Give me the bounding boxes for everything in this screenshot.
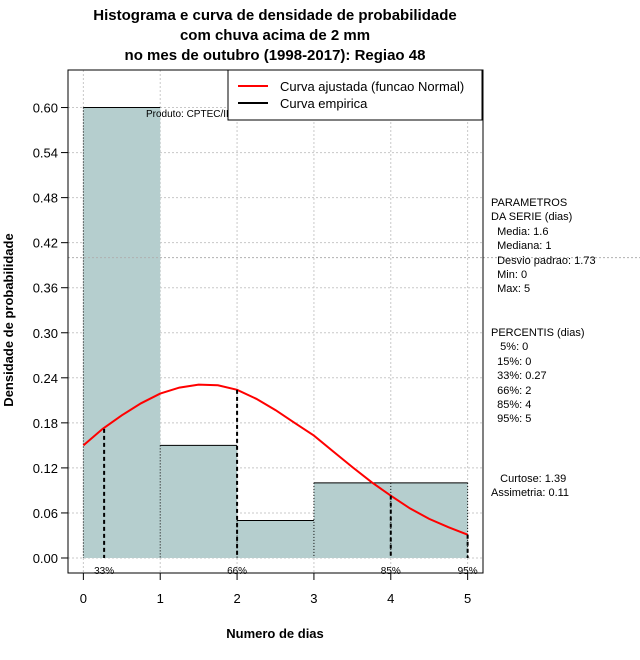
y-axis-label: Densidade de probabilidade bbox=[1, 233, 16, 406]
percentiles-panel: PERCENTIS (dias) 5%: 0 15%: 0 33%: 0.27 … bbox=[491, 326, 585, 427]
percentile-label: 95% bbox=[458, 566, 478, 577]
percentile-line: 85%: 4 bbox=[491, 399, 532, 412]
parameter-line: Max: 5 bbox=[491, 283, 531, 296]
y-tick-label: 0.06 bbox=[33, 506, 58, 521]
parameter-line: PARAMETROS bbox=[491, 197, 568, 209]
percentile-line: 15%: 0 bbox=[491, 355, 532, 368]
y-tick-label: 0.54 bbox=[33, 146, 58, 161]
percentile-line: 66%: 2 bbox=[491, 384, 532, 397]
parameter-line: Desvio padrao: 1.73 bbox=[491, 254, 596, 267]
y-tick-label: 0.24 bbox=[33, 371, 58, 386]
title-line-2: com chuva acima de 2 mm bbox=[180, 27, 370, 44]
histogram-bar bbox=[390, 482, 468, 558]
percentile-label: 33% bbox=[94, 566, 114, 577]
y-tick-label: 0.36 bbox=[33, 281, 58, 296]
histogram-bar bbox=[237, 520, 314, 558]
shape-stats-panel: Curtose: 1.39 Assimetria: 0.11 bbox=[491, 472, 569, 501]
chart-title: Histograma e curva de densidade de proba… bbox=[93, 7, 456, 64]
histogram-bar bbox=[160, 445, 238, 558]
x-axis-label: Numero de dias bbox=[226, 626, 324, 641]
y-tick-label: 0.60 bbox=[33, 101, 58, 116]
y-tick-label: 0.48 bbox=[33, 191, 58, 206]
percentile-line: PERCENTIS (dias) bbox=[491, 327, 585, 339]
y-tick-label: 0.30 bbox=[33, 326, 58, 341]
histogram-bar bbox=[313, 482, 391, 558]
y-tick-label: 0.18 bbox=[33, 416, 58, 431]
x-tick-label: 4 bbox=[387, 591, 394, 606]
legend-label-empirical: Curva empirica bbox=[280, 96, 368, 111]
y-tick-label: 0.42 bbox=[33, 236, 58, 251]
legend-label-fitted: Curva ajustada (funcao Normal) bbox=[280, 79, 464, 94]
fitted-curve-line bbox=[82, 383, 468, 536]
x-tick-label: 3 bbox=[310, 591, 317, 606]
x-tick-label: 5 bbox=[464, 591, 471, 606]
percentile-label: 85% bbox=[381, 566, 401, 577]
series-parameters-panel: PARAMETROS DA SERIE (dias) Media: 1.6 Med… bbox=[491, 196, 596, 297]
parameter-line: Min: 0 bbox=[491, 269, 528, 282]
title-line-1: Histograma e curva de densidade de proba… bbox=[93, 7, 456, 24]
percentile-line: 5%: 0 bbox=[491, 341, 529, 354]
watermark-text: Produto: CPTEC/INPE bbox=[146, 109, 247, 120]
shape-stat-line: Curtose: 1.39 bbox=[491, 473, 567, 485]
histogram-bar bbox=[83, 107, 161, 558]
title-line-3: no mes de outubro (1998-2017): Regiao 48 bbox=[125, 47, 426, 64]
y-tick-label: 0.12 bbox=[33, 461, 58, 476]
y-axis: 0.00 0.06 0.12 0.18 0.24 0.30 0.36 0.42 0.48 0.54… bbox=[33, 101, 69, 566]
x-tick-label: 2 bbox=[233, 591, 240, 606]
legend: Curva ajustada (funcao Normal) Curva emp… bbox=[227, 69, 483, 121]
percentile-label: 66% bbox=[227, 566, 247, 577]
parameter-line: Mediana: 1 bbox=[491, 240, 552, 253]
histogram-bars bbox=[82, 107, 469, 558]
legend-box bbox=[227, 69, 483, 121]
fitted-curve bbox=[82, 383, 468, 536]
x-axis: 0 1 2 3 4 5 bbox=[80, 572, 471, 606]
shape-stat-line: Assimetria: 0.11 bbox=[491, 487, 570, 500]
percentile-line: 95%: 5 bbox=[491, 413, 532, 426]
y-tick-label: 0.00 bbox=[33, 551, 58, 566]
parameter-line: Media: 1.6 bbox=[491, 225, 549, 238]
percentile-markers: 33% 66% 85% 95% bbox=[94, 389, 478, 577]
percentile-line: 33%: 0.27 bbox=[491, 370, 547, 383]
parameter-line: DA SERIE (dias) bbox=[491, 211, 573, 224]
x-tick-label: 1 bbox=[157, 591, 164, 606]
x-tick-label: 0 bbox=[80, 591, 87, 606]
